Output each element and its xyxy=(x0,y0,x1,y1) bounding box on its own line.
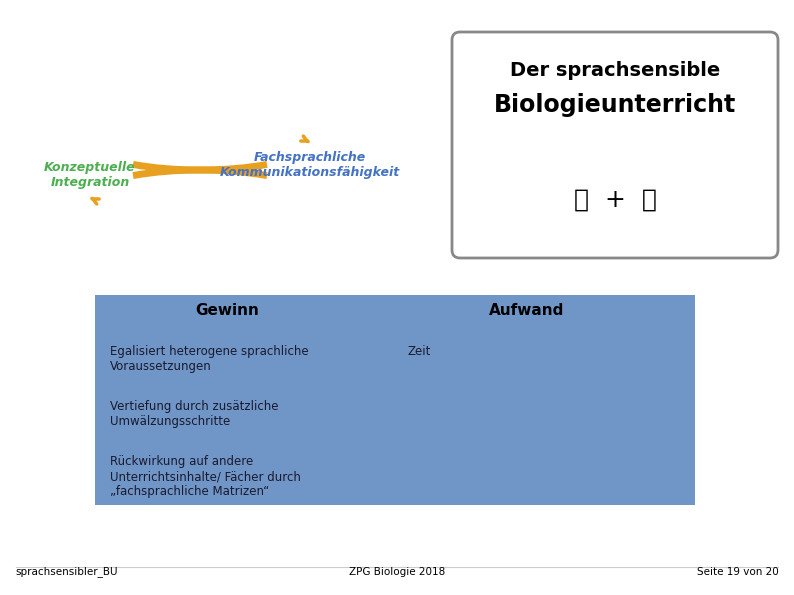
Text: Zeit: Zeit xyxy=(407,345,430,358)
FancyBboxPatch shape xyxy=(95,295,695,505)
Text: Fachsprachliche
Kommunikationsfähigkeit: Fachsprachliche Kommunikationsfähigkeit xyxy=(220,151,400,179)
Text: Rückwirkung auf andere
Unterrichtsinhalte/ Fächer durch
„fachsprachliche Matrize: Rückwirkung auf andere Unterrichtsinhalt… xyxy=(110,455,301,498)
Text: ZPG Biologie 2018: ZPG Biologie 2018 xyxy=(349,567,445,577)
Text: Vertiefung durch zusätzliche
Umwälzungsschritte: Vertiefung durch zusätzliche Umwälzungss… xyxy=(110,400,279,428)
Text: sprachsensibler_BU: sprachsensibler_BU xyxy=(15,566,118,577)
Text: Konzeptuelle
Integration: Konzeptuelle Integration xyxy=(44,161,136,189)
Text: Seite 19 von 20: Seite 19 von 20 xyxy=(697,567,779,577)
FancyBboxPatch shape xyxy=(452,32,778,258)
Text: 💡  +  💬: 💡 + 💬 xyxy=(573,188,657,212)
Text: Gewinn: Gewinn xyxy=(195,302,259,318)
Text: Der sprachsensible: Der sprachsensible xyxy=(510,61,720,80)
Text: Aufwand: Aufwand xyxy=(489,302,565,318)
Text: Egalisiert heterogene sprachliche
Voraussetzungen: Egalisiert heterogene sprachliche Voraus… xyxy=(110,345,309,373)
Text: Biologieunterricht: Biologieunterricht xyxy=(494,93,736,117)
